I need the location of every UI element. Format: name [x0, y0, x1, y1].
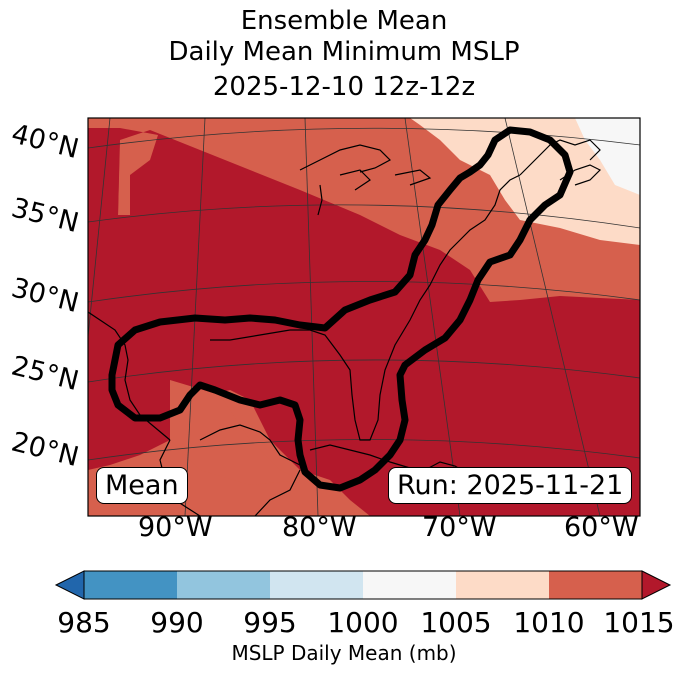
graticule-lon-70 — [404, 118, 461, 516]
colorbar-bin-1005-1010 — [456, 571, 549, 599]
colorbar-tick-990: 990 — [150, 606, 204, 639]
map-border — [87, 117, 641, 517]
coastline-great-lakes — [299, 144, 432, 216]
graticule — [88, 118, 640, 516]
coastline-new-england — [519, 139, 601, 176]
colorbar-tick-1000: 1000 — [327, 606, 399, 639]
colorbar-bin-1000-1005 — [363, 571, 456, 599]
title-line-2: Daily Mean Minimum MSLP — [168, 37, 520, 67]
field-1000-1005-ne — [575, 118, 640, 195]
colorbar-tick-1015: 1015 — [603, 606, 675, 639]
title-line-1: Ensemble Mean — [240, 6, 448, 36]
colorbar-bin-995-1000 — [270, 571, 363, 599]
field-above-1015-north-patch — [88, 128, 120, 215]
mslp-field — [88, 118, 640, 516]
graticule-lon-60 — [504, 118, 601, 516]
graticule-lat-35 — [88, 204, 640, 229]
colorbar-bin-1010-1015 — [549, 571, 642, 599]
colorbar — [54, 570, 672, 600]
contour-1015 — [108, 126, 574, 492]
graticule-lat-25 — [88, 359, 640, 383]
field-1010-1015-sw — [170, 380, 300, 485]
title-line-3: 2025-12-10 12z-12z — [212, 72, 476, 102]
coastline-yucatan — [199, 424, 301, 516]
lon-label-70: 70°W — [422, 512, 497, 543]
graticule-lat-30 — [88, 281, 640, 303]
graticule-lat-40 — [88, 127, 640, 149]
run-date-label-box: Run: 2025-11-21 — [388, 467, 633, 504]
colorbar-extend-low — [54, 570, 85, 600]
colorbar-tick-1005: 1005 — [420, 606, 492, 639]
lon-label-90: 90°W — [138, 512, 213, 543]
colorbar-bin-985-990 — [84, 571, 177, 599]
mean-label-box: Mean — [96, 467, 188, 504]
colorbar-bin-990-995 — [177, 571, 270, 599]
field-1005-1010-ne — [410, 118, 640, 245]
colorbar-tick-1010: 1010 — [513, 606, 585, 639]
colorbar-tick-995: 995 — [243, 606, 297, 639]
colorbar-extend-high — [641, 570, 672, 600]
colorbar-label: MSLP Daily Mean (mb) — [231, 641, 457, 665]
colorbar-tick-985: 985 — [57, 606, 111, 639]
lon-label-60: 60°W — [564, 512, 639, 543]
graticule-lon-80 — [304, 118, 319, 516]
graticule-lon-100 — [88, 118, 111, 341]
colorbar-frame — [83, 570, 643, 600]
lon-label-80: 80°W — [282, 512, 357, 543]
